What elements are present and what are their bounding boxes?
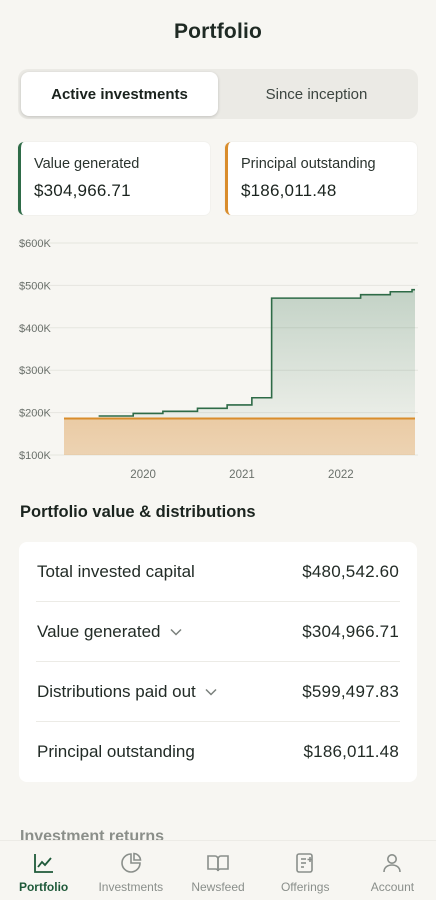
chevron-down-icon[interactable] xyxy=(205,688,217,696)
y-tick-label: $600K xyxy=(19,238,51,250)
row-value: $480,542.60 xyxy=(302,561,399,581)
bottom-tab-bar: Portfolio Investments Newsfeed Offerings… xyxy=(0,840,436,900)
tab-since-inception[interactable]: Since inception xyxy=(265,85,368,103)
tab-account[interactable]: Account xyxy=(349,841,436,900)
page-title: Portfolio xyxy=(173,20,263,43)
tab-label: Portfolio xyxy=(18,880,69,894)
y-tick-label: $500K xyxy=(19,280,51,292)
principal-outstanding-label: Principal outstanding xyxy=(241,156,376,172)
tab-label: Newsfeed xyxy=(191,880,245,894)
portfolio-chart: $600K $500K $400K $300K $200K $100K 2020 2021 20… xyxy=(18,238,418,481)
offerings-icon xyxy=(296,853,314,873)
x-tick-label: 2022 xyxy=(328,469,354,481)
book-open-icon xyxy=(207,855,229,872)
tab-label: Offerings xyxy=(280,880,330,894)
principal-area xyxy=(64,418,415,455)
chart-line-icon xyxy=(33,854,53,873)
row-total-invested: Total invested capital $480,542.60 xyxy=(36,542,400,602)
tab-label: Investments xyxy=(98,880,164,894)
row-label: Total invested capital xyxy=(37,561,195,581)
tab-newsfeed[interactable]: Newsfeed xyxy=(174,841,261,900)
y-tick-label: $200K xyxy=(19,408,51,420)
section-title: Portfolio value & distributions xyxy=(20,503,256,521)
tab-active-investments[interactable]: Active investments xyxy=(21,72,218,116)
x-tick-label: 2020 xyxy=(130,469,156,481)
row-value: $186,011.48 xyxy=(303,742,399,761)
principal-outstanding-amount: $186,011.48 xyxy=(241,181,337,200)
chevron-down-icon[interactable] xyxy=(169,628,182,636)
pie-chart-icon xyxy=(121,852,142,873)
row-value: $599,497.83 xyxy=(302,681,399,701)
tab-label: Account xyxy=(370,880,415,894)
value-generated-amount: $304,966.71 xyxy=(34,181,131,200)
tab-investments[interactable]: Investments xyxy=(87,841,174,900)
y-tick-label: $400K xyxy=(19,323,51,335)
principal-outstanding-card: Principal outstanding $186,011.48 xyxy=(225,142,417,215)
row-label: Value generated xyxy=(37,621,161,641)
value-area xyxy=(98,289,415,419)
user-icon xyxy=(383,854,402,873)
value-line xyxy=(98,288,415,417)
row-value-generated[interactable]: Value generated $304,966.71 xyxy=(36,602,400,662)
value-generated-label: Value generated xyxy=(34,156,140,172)
y-tick-label: $100K xyxy=(19,450,51,462)
investments-toggle: Active investments Since inception xyxy=(18,69,418,119)
row-distributions[interactable]: Distributions paid out $599,497.83 xyxy=(36,662,400,722)
row-principal-outstanding: Principal outstanding $186,011.48 xyxy=(36,722,400,782)
y-tick-label: $300K xyxy=(19,365,51,377)
row-label: Principal outstanding xyxy=(37,742,195,761)
x-tick-label: 2021 xyxy=(229,469,255,481)
row-value: $304,966.71 xyxy=(302,621,399,641)
row-label: Distributions paid out xyxy=(37,681,196,701)
page-header: Portfolio xyxy=(0,0,436,62)
tab-offerings[interactable]: Offerings xyxy=(262,841,349,900)
value-generated-card: Value generated $304,966.71 xyxy=(18,142,210,215)
tab-portfolio[interactable]: Portfolio xyxy=(0,841,87,900)
value-distributions-card: Total invested capital $480,542.60 Value… xyxy=(19,542,417,782)
